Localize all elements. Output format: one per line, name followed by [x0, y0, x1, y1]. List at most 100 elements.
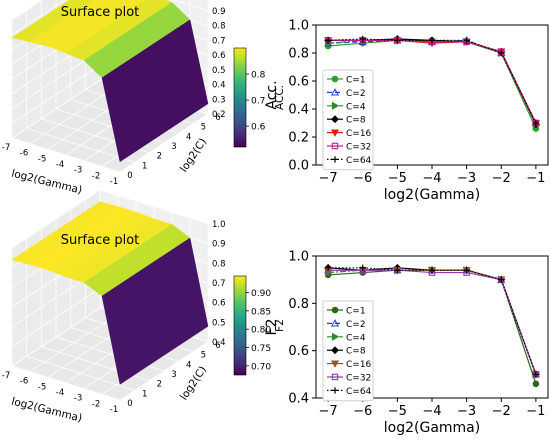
legend-label: C=2 [346, 89, 366, 99]
x-tick-label: -4 [56, 388, 64, 398]
legend-marker [331, 75, 339, 83]
z-tick-label: 0.9 [212, 240, 226, 250]
surface-face [101, 237, 209, 385]
y-tick-label: 0 [127, 171, 132, 181]
data-point [394, 37, 401, 44]
data-point [428, 267, 436, 274]
x-tick-label: -3 [74, 166, 82, 176]
colorbar-tick-label: 0.75 [251, 344, 271, 354]
colorbar-tick-label: 0.70 [251, 362, 271, 372]
grid-line [99, 189, 209, 225]
x-tick-label: -3 [74, 394, 82, 404]
data-point [463, 267, 470, 274]
colorbar-tick-label: 0.85 [251, 307, 271, 317]
z-tick-label: 1.0 [212, 0, 226, 2]
y-tick-label: 6 [215, 341, 220, 351]
y-tick-label: 3 [171, 142, 176, 152]
x-axis-label: log2(Gamma) [10, 396, 83, 425]
grid-line [11, 0, 66, 36]
legend-marker [331, 387, 339, 394]
y-axis-label: log2(C) [178, 136, 209, 174]
legend-marker [331, 115, 339, 124]
grid-line [11, 0, 44, 21]
z-tick-label: 0.6 [212, 299, 226, 309]
grid-line [26, 355, 135, 391]
legend-label: C=4 [346, 102, 366, 112]
x-axis-label: log2(Gamma) [384, 187, 480, 203]
legend-marker [330, 129, 340, 137]
colorbar [233, 275, 247, 376]
y-tick-label: 0.8 [288, 47, 309, 62]
y-tick-label: 4 [186, 360, 191, 370]
grid-line [11, 64, 101, 124]
grid-line [26, 127, 135, 163]
grid-line [11, 287, 101, 347]
x-tick-label: −4 [422, 171, 441, 186]
legend-label: C=8 [346, 347, 366, 357]
colorbar-tick-label: 0.90 [251, 289, 271, 299]
colorbar-tick-label: 0.6 [251, 123, 266, 133]
y-axis-label: Acc. [264, 80, 280, 109]
colorbar-label: ACC. [274, 85, 286, 110]
y-tick-label: 1.0 [288, 19, 309, 34]
y-tick-label: 0.6 [288, 344, 309, 359]
z-tick-label: 0.2 [212, 110, 226, 120]
y-tick-label: 1.0 [288, 250, 309, 265]
z-tick-label: 0.8 [212, 22, 226, 32]
x-tick-label: -1 [110, 177, 118, 187]
z-tick-label: 0.4 [212, 81, 226, 91]
legend-label: C=64 [346, 387, 372, 397]
data-point [532, 119, 540, 127]
data-point [532, 380, 540, 388]
y-tick-label: 1 [142, 389, 147, 399]
z-tick-label: 0.4 [212, 338, 226, 348]
x-tick-label: -5 [38, 154, 46, 164]
line-chart-accuracy: −7 −6 −5 −4 −3 −2 −1 0.0 0.2 0.4 0.6 0.8 1.0 log2(Gam… [264, 19, 549, 203]
legend: C=1 C=2 C=4 C=8 C=16 C=32 C=64 [322, 69, 374, 171]
y-tick-label: 4 [186, 132, 191, 142]
legend-label: C=32 [346, 143, 371, 153]
y-tick-label: 2 [157, 152, 162, 162]
x-tick-label: -6 [20, 377, 28, 387]
legend-label: C=1 [346, 76, 366, 86]
data-point [532, 371, 540, 378]
x-tick-label: -6 [20, 149, 28, 159]
series-c-64 [324, 35, 540, 127]
x-tick-label: −7 [319, 404, 338, 419]
grid-line [11, 137, 121, 173]
surface-face [11, 0, 95, 43]
z-tick-label: 0.7 [212, 36, 226, 46]
legend-marker [331, 156, 339, 163]
y-tick-label: 0.0 [288, 159, 309, 174]
y-tick-label: 3 [171, 370, 176, 380]
x-tick-label: -2 [92, 399, 100, 409]
surface-face [29, 0, 119, 47]
plot-title: Surface plot [61, 233, 140, 248]
x-axis-label: log2(Gamma) [384, 420, 480, 436]
y-tick-label: 5 [201, 351, 206, 361]
x-tick-label: −3 [457, 404, 476, 419]
legend-marker [330, 88, 340, 96]
z-tick-label: 1.0 [212, 220, 226, 230]
legend-label: C=16 [346, 129, 372, 139]
colorbar [233, 47, 247, 148]
x-tick-label: −5 [388, 171, 407, 186]
line-chart-f2: −7 −6 −5 −4 −3 −2 −1 0.4 0.6 0.8 1.0 log2(Gamma) F2 C… [264, 250, 549, 436]
x-tick-label: −2 [492, 171, 511, 186]
y-axis-label: F2 [264, 319, 280, 336]
x-tick-label: -7 [2, 371, 10, 381]
y-axis-label: log2(C) [178, 364, 209, 402]
legend-label: C=64 [346, 156, 372, 166]
x-tick-label: −4 [422, 404, 441, 419]
x-tick-label: -7 [2, 143, 10, 153]
colorbar-tick-label: 0.8 [251, 71, 266, 81]
x-tick-label: -1 [110, 405, 118, 415]
x-tick-label: -5 [38, 382, 46, 392]
y-tick-label: 0.2 [288, 131, 309, 146]
data-point [498, 276, 505, 283]
x-tick-label: −7 [319, 171, 338, 186]
y-tick-label: 2 [157, 380, 162, 390]
